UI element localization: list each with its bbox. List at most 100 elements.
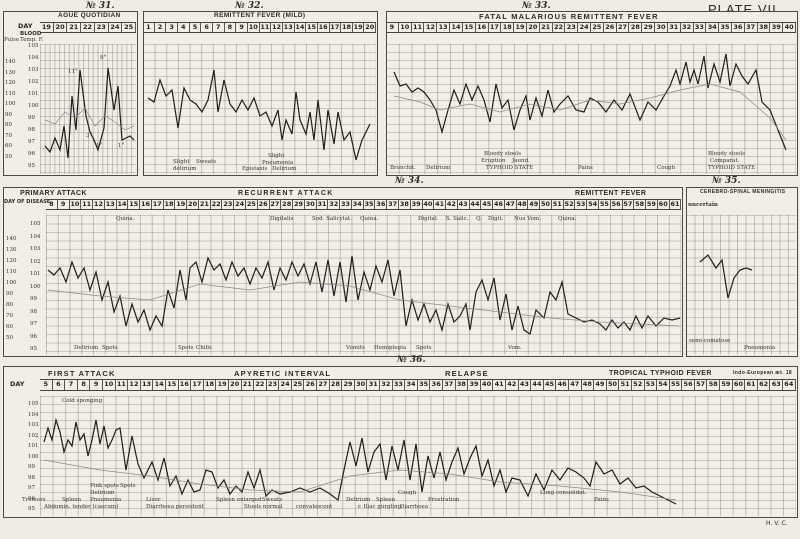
chart-36-daybar: 5 6 7 8 9 10 11 12 13 14 15 16 17 18 19 20 21 22 23 24 25 26 2…: [40, 379, 796, 391]
chart-36-temp-tick: 96: [28, 495, 35, 502]
chart-31-pulse-curve: [44, 107, 135, 131]
day-cell: 9: [58, 200, 70, 209]
chart-36-bnote-12: convalescent: [296, 504, 333, 510]
day-cell: 44: [531, 380, 544, 390]
day-cell: 50: [541, 200, 552, 209]
chart-36-temp-tick: 97: [28, 485, 35, 491]
day-cell: 22: [553, 23, 566, 32]
day-cell: 29: [342, 380, 355, 390]
day-cell: 11: [116, 380, 129, 390]
day-cell: 27: [617, 23, 630, 32]
chart-34-curve: [47, 255, 681, 335]
day-cell: 53: [645, 380, 658, 390]
chart-36-temp-tick: 103: [28, 422, 39, 428]
chart-36-bnote-9: Spleen enlarged: [216, 497, 262, 503]
chart-31-pulse-tick: 90: [5, 111, 12, 118]
day-cell: 41: [493, 380, 506, 390]
chart-32-panel: [143, 11, 378, 176]
day-cell: 10: [248, 23, 260, 32]
chart-36-temp-tick: 98: [28, 474, 35, 481]
day-cell: 23: [267, 380, 280, 390]
day-cell: 59: [720, 380, 733, 390]
day-cell: 8: [46, 200, 58, 209]
chart-36-apyretic: APYRETIC INTERVAL: [234, 369, 332, 378]
chart-34-temp-tick: 98: [30, 308, 37, 315]
day-cell: 39: [468, 380, 481, 390]
day-cell: 17: [152, 200, 164, 209]
chart-36-bnote-3: Abdomin. tender (caecum): [44, 504, 119, 510]
day-cell: 35: [719, 23, 732, 32]
day-cell: 27: [270, 200, 282, 209]
day-cell: 29: [642, 23, 656, 32]
chart-34-pulse-tick: 110: [6, 269, 17, 275]
day-cell: 54: [657, 380, 670, 390]
chart-34-recurrent: RECURRENT ATTACK: [238, 190, 334, 197]
chart-35-title: CEREBRO-SPINAL MENINGITIS: [700, 189, 786, 195]
day-cell: 10: [70, 200, 82, 209]
day-cell: 50: [607, 380, 620, 390]
day-cell: 14: [117, 200, 129, 209]
day-cell: 21: [199, 200, 211, 209]
chart-36-bnote-7: Liver: [146, 497, 161, 503]
chart-36-temp-tick: 100: [28, 453, 39, 460]
day-cell: 38: [758, 23, 771, 32]
day-cell: 60: [658, 200, 670, 209]
day-cell: 10: [399, 23, 412, 32]
chart-34-drug-6: Q.: [476, 216, 482, 222]
chart-31-pulse-tick: 80: [5, 122, 12, 128]
day-cell: 41: [435, 200, 447, 209]
chart-34-bnote-4: Vomits: [346, 345, 365, 351]
day-cell: 36: [732, 23, 745, 32]
day-cell: 62: [758, 380, 771, 390]
day-cell: 64: [783, 380, 796, 390]
day-cell: 44: [470, 200, 482, 209]
day-cell: 48: [582, 380, 595, 390]
day-cell: 17: [330, 23, 342, 32]
day-cell: 7: [213, 23, 225, 32]
chart-36-day-label: DAY: [10, 380, 25, 388]
chart-34-drug-4: Digital.: [418, 216, 439, 222]
chart-33-daybar: 9 10 11 12 13 14 15 16 17 18 19 20 21 22 23 24 25 26 27 28 2…: [386, 22, 796, 33]
day-cell: 43: [519, 380, 532, 390]
chart-31-pulse-label: Pulse: [4, 37, 20, 43]
day-cell: 25: [122, 23, 136, 32]
day-cell: 26: [304, 380, 318, 390]
chart-32-title: REMITTENT FEVER (MILD): [214, 12, 306, 19]
chart-33-note-4: Jaund.: [512, 158, 530, 164]
chart-36-temp-tick: 104: [28, 411, 39, 418]
day-cell: 48: [517, 200, 529, 209]
day-cell: 33: [694, 23, 707, 32]
chart-31-temp-tick: 98: [28, 127, 35, 133]
chart-34-drug-0: Quina.: [116, 216, 135, 222]
chart-31-temp-tick: 99: [28, 115, 35, 121]
chart-33-note-11: Bloody stools: [708, 151, 746, 157]
chart-36-bnote-11: Stools normal: [244, 504, 283, 510]
day-cell: 61: [745, 380, 758, 390]
chart-34-temp-tick: 95: [30, 346, 37, 352]
day-cell: 13: [437, 23, 451, 32]
day-cell: 31: [367, 380, 381, 390]
chart-31-temp-tick: 102: [28, 79, 39, 85]
day-cell: 33: [393, 380, 406, 390]
day-cell: 4: [178, 23, 190, 32]
day-cell: 37: [745, 23, 758, 32]
day-cell: 21: [242, 380, 255, 390]
day-cell: 40: [783, 23, 796, 32]
chart-36-bnote-17: Prostration: [428, 497, 460, 503]
day-cell: 17: [191, 380, 204, 390]
chart-31-temp-label: Temp. F.: [20, 37, 44, 43]
chart-31-temp-tick: 96: [28, 151, 35, 157]
chart-32-curve: [147, 69, 371, 161]
chart-36-bnote-5: Delirium: [90, 490, 115, 496]
day-cell: 15: [463, 23, 476, 32]
day-cell: 12: [128, 380, 141, 390]
chart-34-temp-tick: 102: [30, 258, 41, 265]
day-cell: 57: [623, 200, 635, 209]
day-cell: 18: [501, 23, 515, 32]
chart-36-bnote-0: Tremors: [22, 497, 46, 503]
day-cell: 18: [341, 23, 353, 32]
chart-31-temp-tick: 100: [28, 103, 39, 109]
day-cell: 33: [341, 200, 352, 209]
chart-31-pulse-tick: 50: [5, 153, 12, 160]
day-cell: 58: [707, 380, 721, 390]
